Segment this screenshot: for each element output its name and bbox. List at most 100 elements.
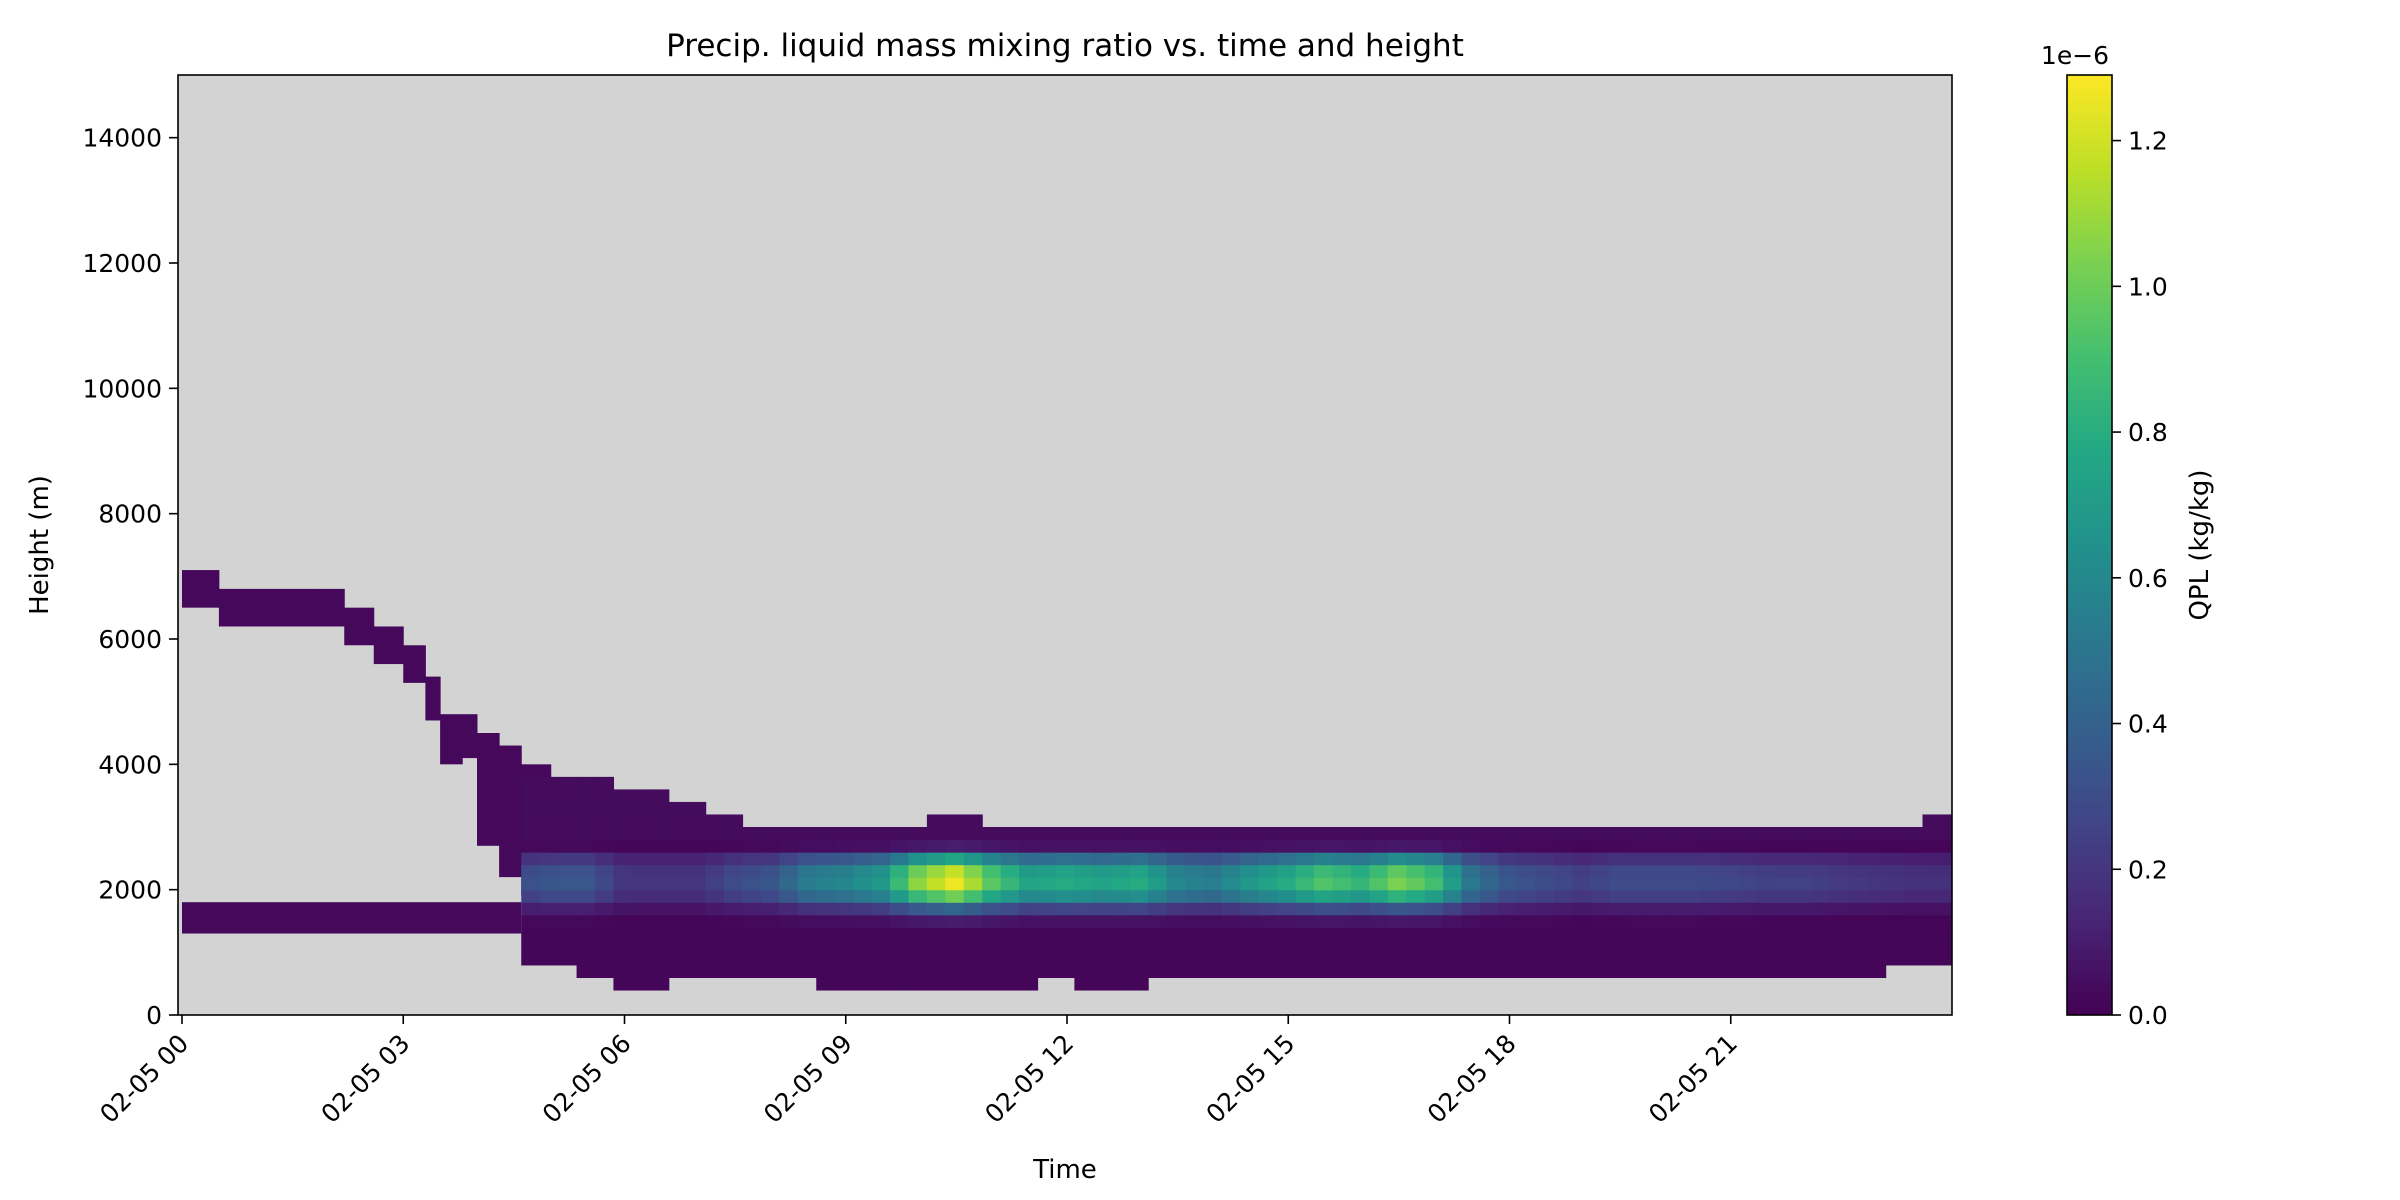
heatmap-cell bbox=[945, 927, 965, 941]
heatmap-cell bbox=[890, 839, 910, 853]
heatmap-cell bbox=[440, 714, 463, 765]
heatmap-cell bbox=[834, 902, 854, 916]
heatmap-cell bbox=[1350, 902, 1370, 916]
chart-title: Precip. liquid mass mixing ratio vs. tim… bbox=[666, 28, 1464, 64]
heatmap-cell bbox=[1738, 839, 1758, 853]
heatmap-cell bbox=[1203, 914, 1223, 928]
heatmap-cell bbox=[1553, 864, 1573, 878]
heatmap-cell bbox=[521, 852, 541, 866]
x-tick-label: 02-05 15 bbox=[1201, 1029, 1301, 1129]
heatmap-cell bbox=[1609, 864, 1629, 878]
heatmap-cell bbox=[521, 889, 541, 903]
heatmap-cell bbox=[687, 952, 707, 966]
heatmap-cell bbox=[1240, 952, 1260, 966]
heatmap-cell bbox=[724, 902, 744, 916]
heatmap-cell bbox=[1000, 827, 1020, 841]
heatmap-cell bbox=[871, 889, 891, 903]
heatmap-cell bbox=[1664, 952, 1684, 966]
heatmap-cell bbox=[1664, 839, 1684, 853]
heatmap-cell bbox=[1719, 889, 1739, 903]
heatmap-cell bbox=[1738, 864, 1758, 878]
heatmap-cell bbox=[1830, 914, 1850, 928]
heatmap-cell bbox=[1664, 827, 1684, 841]
heatmap-cell bbox=[1221, 902, 1241, 916]
heatmap-cell bbox=[650, 877, 670, 891]
heatmap-cell bbox=[1645, 902, 1665, 916]
heatmap-cell bbox=[1424, 889, 1444, 903]
heatmap-cell bbox=[1000, 839, 1020, 853]
heatmap-cell bbox=[613, 827, 633, 841]
heatmap-cell bbox=[1904, 852, 1924, 866]
heatmap-cell bbox=[705, 814, 725, 828]
heatmap-cell bbox=[1811, 852, 1831, 866]
heatmap-cell bbox=[668, 914, 688, 928]
heatmap-cell bbox=[834, 977, 854, 991]
heatmap-cell bbox=[1664, 889, 1684, 903]
heatmap-cell bbox=[1848, 902, 1868, 916]
heatmap-cell bbox=[1645, 877, 1665, 891]
heatmap-cell bbox=[705, 952, 725, 966]
heatmap-cell bbox=[853, 852, 873, 866]
heatmap-cell bbox=[1074, 889, 1094, 903]
heatmap-cell bbox=[1682, 864, 1702, 878]
x-axis-label: Time bbox=[1032, 1155, 1097, 1185]
heatmap-cell bbox=[1498, 902, 1518, 916]
heatmap-cell bbox=[1793, 839, 1813, 853]
heatmap-cell bbox=[1203, 852, 1223, 866]
heatmap-cell bbox=[1332, 952, 1352, 966]
heatmap-cell bbox=[1609, 914, 1629, 928]
heatmap-cell bbox=[1406, 864, 1426, 878]
heatmap-cell bbox=[1498, 839, 1518, 853]
heatmap-cell bbox=[724, 852, 744, 866]
heatmap-cell bbox=[908, 939, 928, 953]
heatmap-cell bbox=[1590, 964, 1610, 978]
heatmap-cell bbox=[1553, 889, 1573, 903]
heatmap-cell bbox=[1811, 964, 1831, 978]
heatmap-cell bbox=[797, 939, 817, 953]
heatmap-cell bbox=[1940, 952, 1952, 966]
heatmap-cell bbox=[760, 877, 780, 891]
heatmap-cell bbox=[890, 902, 910, 916]
heatmap-cell bbox=[1498, 852, 1518, 866]
heatmap-cell bbox=[558, 789, 578, 803]
heatmap-cell bbox=[1572, 927, 1592, 941]
heatmap-cell bbox=[1940, 927, 1952, 941]
heatmap-cell bbox=[963, 939, 983, 953]
heatmap-cell bbox=[687, 964, 707, 978]
heatmap-cell bbox=[1885, 902, 1905, 916]
heatmap-cell bbox=[1295, 852, 1315, 866]
heatmap-cell bbox=[1019, 852, 1039, 866]
heatmap-cell bbox=[724, 827, 744, 841]
heatmap-cell bbox=[926, 952, 946, 966]
heatmap-cell bbox=[982, 952, 1002, 966]
heatmap-cell bbox=[1848, 927, 1868, 941]
heatmap-cell bbox=[926, 902, 946, 916]
heatmap-cell bbox=[705, 864, 725, 878]
heatmap-cell bbox=[1553, 827, 1573, 841]
heatmap-cell bbox=[595, 839, 615, 853]
heatmap-cell bbox=[1738, 889, 1758, 903]
heatmap-cell bbox=[1185, 914, 1205, 928]
heatmap-cell bbox=[1258, 939, 1278, 953]
heatmap-cell bbox=[1037, 877, 1057, 891]
heatmap-cell bbox=[1000, 914, 1020, 928]
heatmap-cell bbox=[1848, 952, 1868, 966]
heatmap-cell bbox=[521, 789, 541, 803]
heatmap-cell bbox=[1461, 902, 1481, 916]
heatmap-cell bbox=[1904, 889, 1924, 903]
heatmap-cell bbox=[521, 776, 541, 790]
heatmap-cell bbox=[1940, 914, 1952, 928]
heatmap-cell bbox=[576, 939, 596, 953]
heatmap-cell bbox=[1830, 902, 1850, 916]
heatmap-cell bbox=[1037, 902, 1057, 916]
heatmap-cell bbox=[1904, 952, 1924, 966]
heatmap-cell bbox=[650, 839, 670, 853]
x-tick-label: 02-05 18 bbox=[1422, 1029, 1522, 1129]
heatmap-cell bbox=[1904, 827, 1924, 841]
heatmap-cell bbox=[1682, 839, 1702, 853]
heatmap-cell bbox=[1258, 877, 1278, 891]
heatmap-cell bbox=[1185, 952, 1205, 966]
heatmap-cell bbox=[1609, 827, 1629, 841]
heatmap-cell bbox=[834, 827, 854, 841]
